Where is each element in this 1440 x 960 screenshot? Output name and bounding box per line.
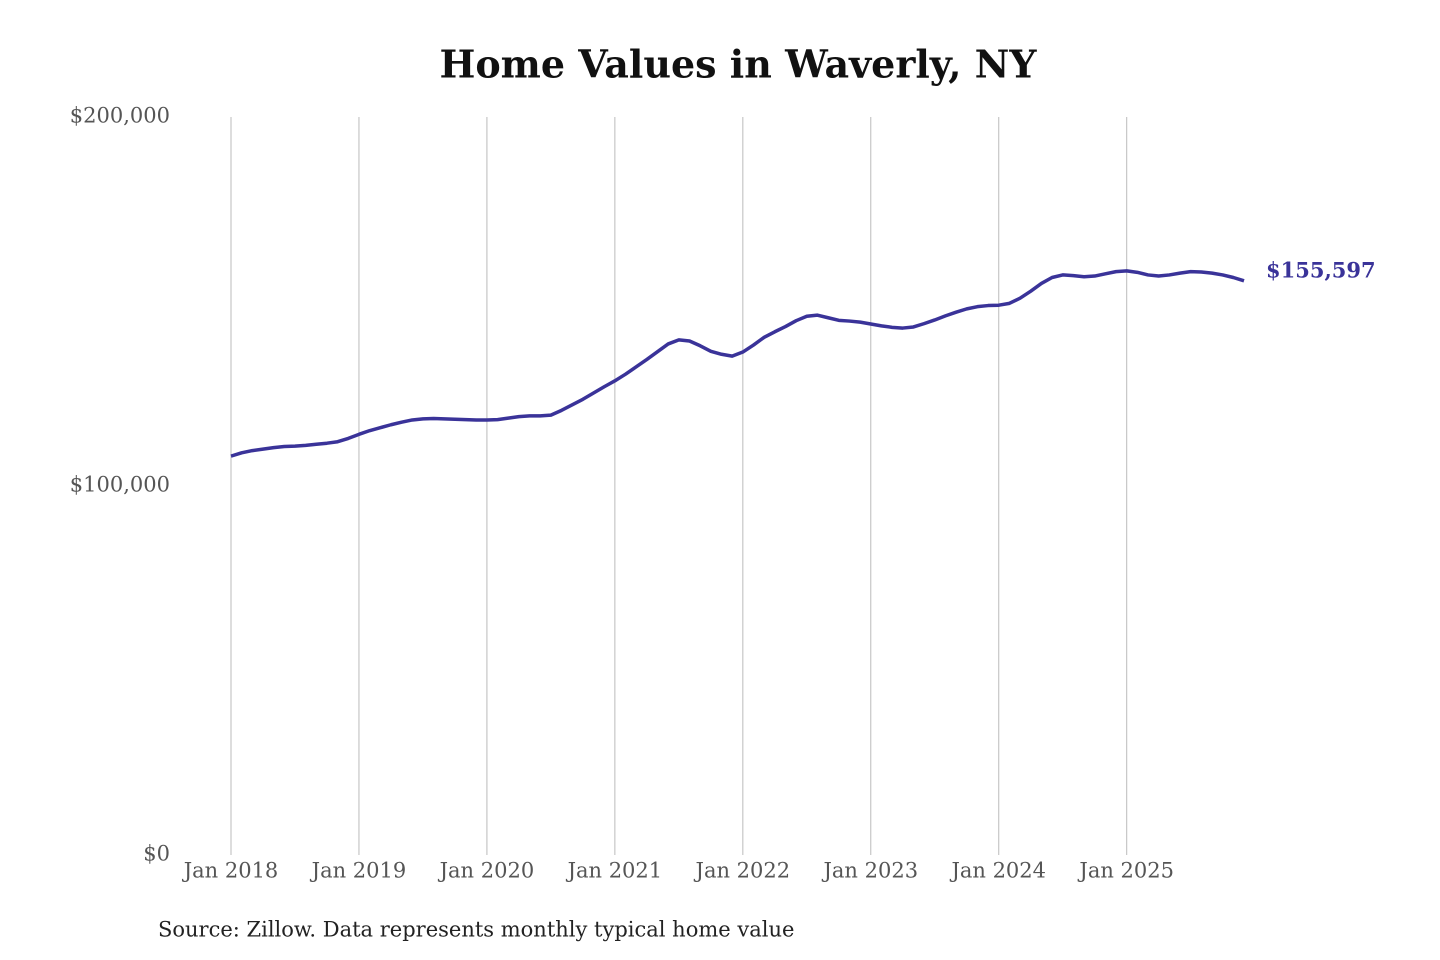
x-tick-label: Jan 2024 (949, 859, 1046, 883)
end-value-label: $155,597 (1266, 257, 1376, 282)
y-tick-label: $200,000 (70, 104, 170, 128)
line (230, 269, 1245, 458)
x-tick-label: Jan 2020 (438, 859, 535, 883)
x-tick-label: Jan 2022 (694, 859, 791, 883)
x-tick-label: Jan 2021 (566, 859, 663, 883)
x-tick-label: Jan 2025 (1077, 859, 1174, 883)
source-note: Source: Zillow. Data represents monthly … (158, 918, 794, 942)
y-tick-label: $100,000 (70, 473, 170, 497)
y-tick-label: $0 (143, 842, 170, 866)
x-tick-label: Jan 2023 (821, 859, 918, 883)
x-tick-label: Jan 2019 (310, 859, 407, 883)
chart-title: Home Values in Waverly, NY (439, 42, 1037, 87)
x-tick-label: Jan 2018 (182, 859, 279, 883)
